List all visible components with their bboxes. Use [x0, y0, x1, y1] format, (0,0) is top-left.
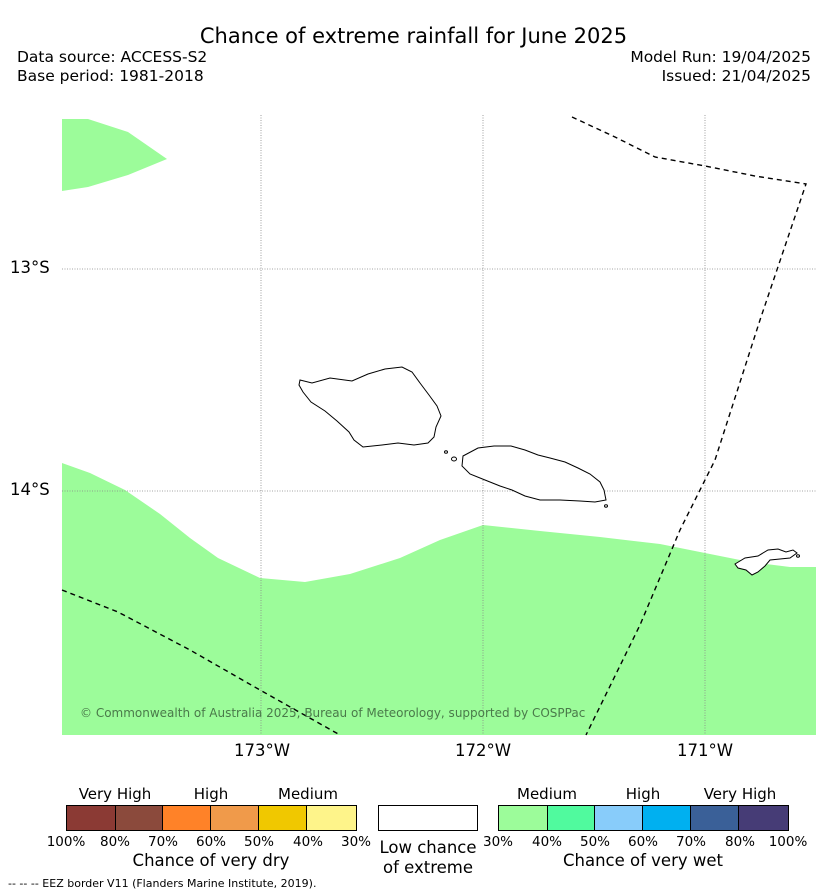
low-chance-title-line2: of extreme: [382, 858, 474, 877]
dry-swatch-40-30: [307, 806, 357, 830]
data-source: Data source: ACCESS-S2: [17, 48, 208, 66]
wet-swatch-70-80: [690, 806, 740, 830]
wet-colorbar: [498, 805, 789, 831]
issued-date: Issued: 21/04/2025: [661, 67, 811, 85]
wet-category-high: High: [625, 785, 661, 803]
dry-tick: 60%: [195, 834, 226, 850]
wet-swatch-80-100: [739, 806, 789, 830]
wet-tick: 30%: [482, 834, 513, 850]
wet-tick: 70%: [675, 834, 706, 850]
wet-tick: 80%: [724, 834, 755, 850]
dry-legend-title: Chance of very dry: [132, 851, 290, 870]
nuulopa-island: [604, 504, 608, 508]
dry-swatch-70-60: [163, 806, 212, 830]
dry-category-medium: Medium: [278, 785, 338, 803]
dry-tick: 80%: [99, 834, 130, 850]
apolima-island: [451, 456, 457, 462]
copyright-notice: © Commonwealth of Australia 2025, Bureau…: [80, 706, 586, 720]
savaii-island: [298, 366, 442, 448]
dry-swatch-50-40: [258, 806, 308, 830]
model-run-block: Model Run: 19/04/2025 Issued: 21/04/2025: [630, 48, 811, 86]
wet-tick: 100%: [768, 834, 808, 850]
eez-note: -- -- -- EEZ border V11 (Flanders Marine…: [8, 877, 317, 890]
dry-swatch-80-70: [115, 806, 164, 830]
wet-area-south: [62, 463, 816, 735]
dry-swatch-100-80: [67, 806, 116, 830]
low-chance-swatch: [378, 805, 478, 831]
data-source-block: Data source: ACCESS-S2 Base period: 1981…: [17, 48, 207, 86]
upolu-island: [461, 445, 607, 503]
wet-swatch-30-40: [499, 806, 548, 830]
low-chance-title: Low chance of extreme: [368, 838, 488, 878]
eez-border: [61, 116, 807, 736]
lat-label-13s: 13°S: [10, 258, 50, 277]
dry-swatch-60-50: [211, 806, 259, 830]
tutuila-island: [734, 548, 798, 576]
wet-swatch-40-50: [547, 806, 596, 830]
wet-category-medium: Medium: [517, 785, 577, 803]
low-chance-title-line1: Low chance: [379, 838, 477, 857]
wet-swatch-50-60: [595, 806, 644, 830]
manono-island: [444, 450, 448, 454]
wet-category-very-high: Very High: [703, 785, 777, 803]
dry-colorbar: [66, 805, 357, 831]
lon-label-173w: 173°W: [233, 741, 291, 760]
wet-legend-title: Chance of very wet: [563, 851, 723, 870]
dry-category-high: High: [193, 785, 229, 803]
graticule: [62, 115, 816, 735]
dry-tick: 70%: [147, 834, 178, 850]
dry-tick: 40%: [292, 834, 323, 850]
wet-tick: 40%: [531, 834, 562, 850]
dry-tick: 30%: [340, 834, 371, 850]
dry-tick: 100%: [46, 834, 86, 850]
wet-swatch-60-70: [643, 806, 691, 830]
model-run: Model Run: 19/04/2025: [630, 48, 811, 66]
map-title: Chance of extreme rainfall for June 2025: [199, 24, 628, 48]
aunuu-island: [796, 554, 800, 558]
lon-label-172w: 172°W: [454, 741, 512, 760]
base-period: Base period: 1981-2018: [17, 67, 204, 85]
dry-tick: 50%: [243, 834, 274, 850]
lat-label-14s: 14°S: [10, 480, 50, 499]
lon-label-171w: 171°W: [676, 741, 734, 760]
dry-category-very-high: Very High: [78, 785, 152, 803]
islands: [298, 366, 800, 576]
wet-tick: 50%: [579, 834, 610, 850]
wet-area-northwest: [62, 119, 167, 191]
wet-tick: 60%: [627, 834, 658, 850]
rainfall-map: [61, 115, 816, 736]
